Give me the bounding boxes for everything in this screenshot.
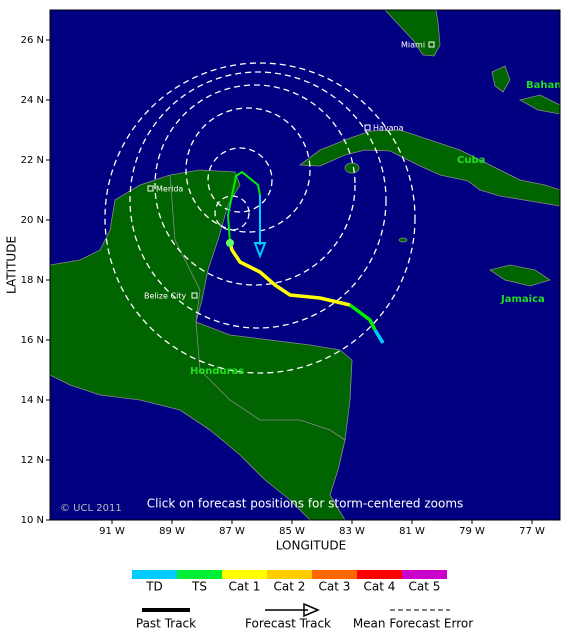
city-label: Merida	[156, 185, 183, 194]
isla-juventud	[344, 162, 360, 174]
x-tick-label: 81 W	[399, 526, 425, 537]
central-america	[50, 169, 353, 520]
error-cones	[104, 62, 416, 374]
error-circle	[214, 195, 250, 231]
category-label: Cat 4	[364, 580, 396, 594]
country-label: Cuba	[457, 155, 485, 166]
land	[50, 10, 560, 520]
error-circle	[207, 147, 273, 213]
y-tick-label: 24 N	[21, 95, 44, 106]
border	[169, 174, 201, 323]
forecast-track	[226, 170, 267, 259]
category-swatch	[402, 570, 447, 579]
map-layer: Miami Havana Merida Belize City Cuba Bah…	[50, 10, 577, 520]
country-label: Bahamas	[526, 80, 577, 91]
x-tick-label: 87 W	[219, 526, 245, 537]
category-label: TD	[145, 580, 163, 594]
caption: Click on forecast positions for storm-ce…	[147, 497, 464, 511]
error-circle	[129, 71, 387, 329]
current-position[interactable]	[226, 239, 234, 247]
country-label: Honduras	[190, 366, 244, 377]
track-td	[373, 329, 385, 344]
category-swatch	[177, 570, 222, 579]
axis-ticks: 91 W 89 W 87 W 85 W 83 W 81 W 79 W 77 W 26 N 24 N…	[21, 35, 545, 537]
copyright: © UCL 2011	[60, 503, 122, 514]
bahamas-2	[518, 94, 560, 115]
y-tick-label: 12 N	[21, 455, 44, 466]
category-swatch	[312, 570, 357, 579]
y-tick-label: 20 N	[21, 215, 44, 226]
city-marker	[147, 185, 154, 192]
city-marker	[364, 124, 371, 131]
category-label: TS	[191, 580, 207, 594]
city-marker	[428, 41, 435, 48]
city-label: Miami	[401, 41, 425, 50]
past-track	[228, 242, 385, 344]
x-tick-label: 91 W	[99, 526, 125, 537]
bahamas-1	[491, 65, 511, 93]
y-tick-label: 18 N	[21, 275, 44, 286]
forecast-arrow-sample	[303, 602, 320, 618]
legend-label: Past Track	[136, 617, 196, 631]
track-ts	[348, 303, 377, 331]
florida	[384, 10, 441, 57]
islet	[398, 237, 408, 243]
forecast-ts	[226, 170, 261, 244]
y-tick-label: 26 N	[21, 35, 44, 46]
y-tick-label: 10 N	[21, 515, 44, 526]
legend-label: Mean Forecast Error	[353, 617, 473, 631]
y-axis-label: LATITUDE	[5, 236, 19, 294]
legend: Past Track Forecast Track Mean Forecast …	[132, 570, 473, 631]
city-label: Havana	[373, 124, 404, 133]
x-tick-label: 89 W	[159, 526, 185, 537]
track-cat1	[228, 242, 351, 307]
error-circle	[154, 84, 356, 286]
city-markers	[147, 41, 435, 299]
category-label: Cat 2	[274, 580, 306, 594]
x-tick-label: 79 W	[459, 526, 485, 537]
city-marker	[191, 292, 198, 299]
category-swatch	[132, 570, 177, 579]
y-tick-label: 14 N	[21, 395, 44, 406]
category-label: Cat 1	[229, 580, 261, 594]
x-tick-label: 83 W	[339, 526, 365, 537]
jamaica	[489, 264, 551, 287]
category-label: Cat 3	[319, 580, 351, 594]
category-swatch	[267, 570, 312, 579]
city-label: Belize City	[144, 292, 186, 301]
x-tick-label: 85 W	[279, 526, 305, 537]
x-tick-label: 77 W	[519, 526, 545, 537]
border	[195, 321, 346, 441]
category-swatch	[357, 570, 402, 579]
category-swatch	[222, 570, 267, 579]
category-label: Cat 5	[409, 580, 441, 594]
legend-label: Forecast Track	[245, 617, 331, 631]
forecast-arrow	[253, 242, 267, 259]
error-circle	[185, 107, 311, 233]
y-tick-label: 16 N	[21, 335, 44, 346]
x-axis-label: LONGITUDE	[276, 539, 346, 553]
error-circle	[104, 62, 416, 374]
cuba	[298, 129, 560, 207]
y-tick-label: 22 N	[21, 155, 44, 166]
map-frame	[49, 9, 561, 521]
country-label: Jamaica	[500, 294, 545, 305]
